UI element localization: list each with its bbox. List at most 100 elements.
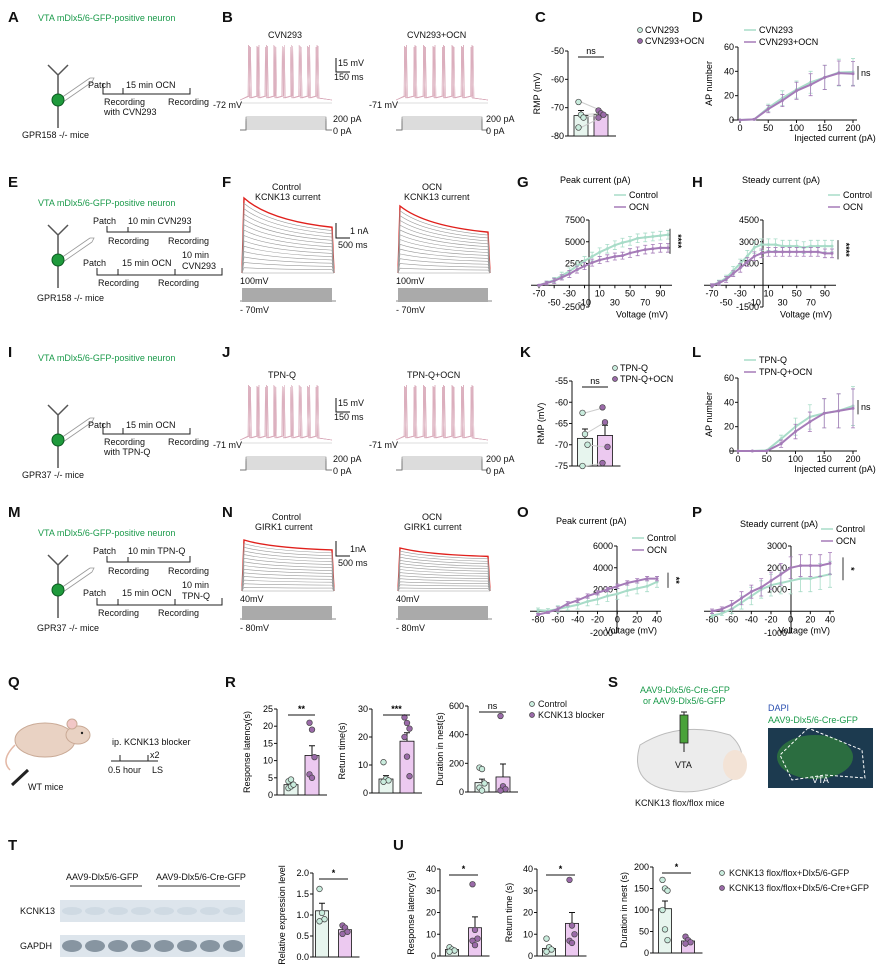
- rec1a: Recording: [104, 437, 146, 447]
- data-point: [287, 776, 295, 783]
- significance-label: **: [298, 704, 306, 714]
- series-line: [538, 233, 669, 287]
- left-t1: Control: [272, 182, 302, 192]
- mouse-illustration: [5, 718, 158, 787]
- data-point: [497, 712, 504, 720]
- panel-label-t: T: [8, 837, 18, 854]
- panel-label-l: L: [692, 344, 702, 361]
- neuron-soma-icon: [51, 583, 65, 597]
- bar-chart-u3: 0 50 100 150 200 Duration in nest (s) *: [619, 862, 703, 958]
- data-point: [406, 773, 413, 780]
- y-tick-label: 30: [358, 704, 368, 714]
- drug: 15 min OCN: [126, 420, 176, 430]
- y-tick-label: 3000: [739, 237, 759, 247]
- scale-v: 15 mV: [338, 58, 365, 68]
- y-tick-label: 200: [634, 862, 649, 872]
- band1: KCNK13: [20, 906, 56, 916]
- data-point: [584, 441, 591, 448]
- mice: GPR37 -/- mice: [22, 470, 85, 480]
- x-axis-label: Injected current (pA): [794, 133, 876, 143]
- x-tick-label: 90: [655, 288, 665, 298]
- y-axis-label: RMP (mV): [536, 403, 546, 445]
- data-point: [659, 906, 666, 914]
- y-tick-label: -75: [555, 461, 568, 471]
- legend-label: OCN: [843, 202, 863, 212]
- trace-right-J: [395, 384, 489, 444]
- legend-label: OCN: [647, 545, 667, 555]
- blot-band: [108, 907, 128, 915]
- stim-lo2: 0 pA: [486, 466, 505, 476]
- series-line: [711, 562, 831, 613]
- x-axis-label: Voltage (mV): [778, 625, 830, 635]
- neuron-soma-icon: [51, 253, 65, 267]
- x-tick-label: -30: [563, 288, 576, 298]
- panel-label-f: F: [222, 174, 232, 191]
- blot-band: [200, 907, 220, 915]
- blot-band: [108, 940, 128, 952]
- western-blot: [60, 885, 245, 957]
- right-t1: OCN: [422, 512, 442, 522]
- y-tick-label: 1.5: [296, 889, 309, 899]
- chart-title: Steady current (pA): [742, 175, 820, 185]
- y-tick-label: 2.0: [296, 868, 309, 878]
- panel-label-r: R: [225, 674, 236, 691]
- x-tick-label: -60: [725, 614, 738, 624]
- y-tick-label: 0: [459, 787, 464, 797]
- y-tick-label: -65: [555, 419, 568, 429]
- data-point: [543, 935, 550, 942]
- significance-label: **: [671, 577, 681, 585]
- x-tick-label: -30: [734, 288, 747, 298]
- line-chart-g: -2500 2500 5000 7500 -70-50-30-10 10 30 50 70 90 V…: [531, 175, 683, 319]
- error-bar: [309, 745, 315, 756]
- panel-label-b: B: [222, 9, 233, 26]
- bar-chart-t1: 0.0 0.5 1.0 1.5 2.0 Relative expression level…: [277, 865, 360, 965]
- rec1a: Recording: [104, 97, 146, 107]
- bar-chart-r2: 0 10 20 30 Return time(s) ***: [337, 704, 422, 798]
- x-tick-label: 200: [845, 454, 860, 464]
- spike-train: [395, 384, 489, 441]
- x-tick-label: -40: [745, 614, 758, 624]
- series-line: [738, 407, 854, 452]
- y-tick-label: 0.5: [296, 931, 309, 941]
- x-axis-label: Voltage (mV): [780, 309, 832, 319]
- legend-marker: [529, 712, 535, 718]
- x-tick-label: 90: [820, 288, 830, 298]
- y-tick-label: -80: [551, 131, 564, 141]
- blot-strip: [60, 900, 245, 922]
- data-point: [599, 404, 606, 411]
- significance-label: ns: [590, 376, 600, 386]
- x-tick-label: 0: [788, 614, 793, 624]
- data-point: [316, 885, 323, 893]
- ls: LS: [152, 765, 164, 775]
- y-axis-label: Return time(s): [337, 722, 347, 779]
- mice: WT mice: [28, 782, 64, 792]
- legend-r: [529, 701, 535, 718]
- x-axis-label: Voltage (mV): [605, 625, 657, 635]
- neuron-E: [47, 224, 95, 288]
- legend-label: TPN-Q+OCN: [620, 374, 673, 384]
- line-chart-p: -1000 1000 2000 3000 -80 -60 -40 -20 0 20 40Voltag…: [704, 519, 865, 638]
- data-point: [380, 759, 387, 766]
- right-t1: OCN: [422, 182, 442, 192]
- significance-label: *: [675, 862, 679, 872]
- rec3: Recording: [98, 608, 140, 618]
- stim-lo: 0 pA: [333, 466, 352, 476]
- legend-label: TPN-Q: [620, 363, 648, 373]
- trace-left-F-protocol: [240, 288, 336, 302]
- y-tick-label: 200: [449, 758, 464, 768]
- series-1: [736, 388, 855, 453]
- data-point: [308, 774, 316, 781]
- significance-label: ns: [488, 701, 498, 711]
- data-point: [339, 930, 346, 938]
- x-tick-label: 70: [806, 297, 816, 307]
- x-tick-label: -80: [705, 614, 718, 624]
- drug3b: CVN293: [182, 261, 217, 271]
- x-tick-label: 20: [632, 614, 642, 624]
- grp2: AAV9-Dlx5/6-Cre-GFP: [156, 872, 246, 882]
- img-vta: VTA: [812, 775, 829, 785]
- y-tick-label: 40: [724, 397, 734, 407]
- data-point: [451, 947, 458, 954]
- y-tick-label: 6000: [593, 541, 613, 551]
- y-tick-label: 20: [426, 908, 436, 918]
